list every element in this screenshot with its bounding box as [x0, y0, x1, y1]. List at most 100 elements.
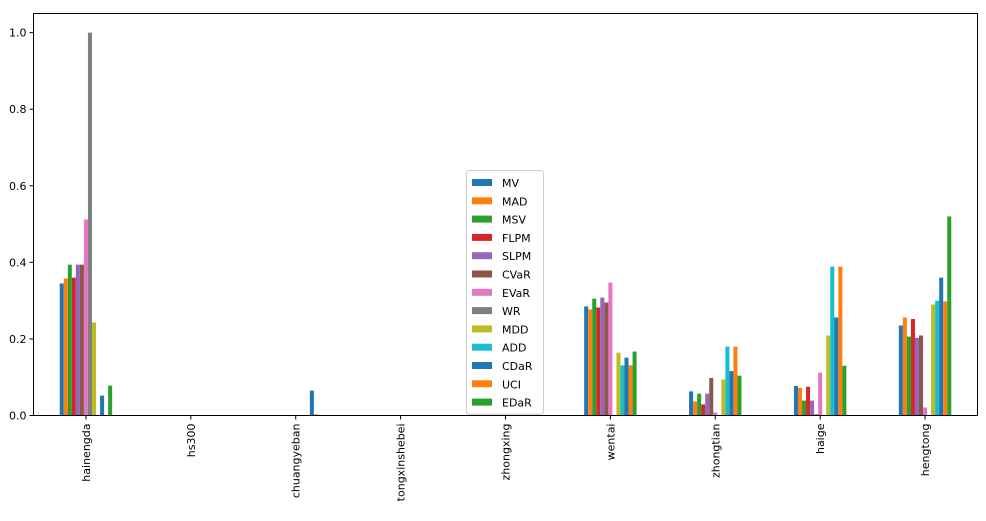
bar-uci-haige: [838, 266, 843, 416]
legend-label: CVaR: [502, 269, 531, 282]
bar-flpm-haige: [806, 386, 811, 416]
legend-swatch: [472, 233, 492, 241]
legend-swatch: [472, 325, 492, 333]
bar-msv-zhongtian: [697, 393, 702, 416]
bar-evar-hainengda: [83, 219, 88, 416]
x-tick-label: zhongxing: [500, 424, 513, 481]
bar-cvar-hainengda: [79, 264, 84, 416]
bar-flpm-wentai: [596, 307, 601, 416]
legend-label: SLPM: [502, 250, 531, 263]
bar-mv-hainengda: [59, 283, 64, 416]
bar-mdd-hengtong: [931, 304, 936, 416]
bar-slpm-wentai: [600, 297, 605, 416]
bar-add-hengtong: [935, 300, 940, 416]
legend-swatch: [472, 398, 492, 406]
legend-label: EDaR: [502, 397, 532, 410]
bar-evar-hengtong: [923, 407, 928, 416]
bar-edar-hainengda: [108, 385, 113, 416]
x-tick-label: tongxinshebei: [395, 424, 408, 502]
bar-add-zhongtian: [725, 346, 730, 416]
x-tick-label: hainengda: [80, 424, 93, 482]
bar-edar-hengtong: [947, 216, 952, 416]
y-tick-label: 0.6: [9, 180, 27, 193]
legend-swatch: [472, 380, 492, 388]
bar-cvar-haige: [814, 414, 819, 416]
bar-uci-zhongtian: [733, 346, 738, 416]
bar-cvar-wentai: [604, 302, 609, 416]
legend-swatch: [472, 215, 492, 223]
bar-mdd-haige: [826, 335, 831, 416]
bar-flpm-hainengda: [71, 277, 76, 416]
legend-box: [466, 170, 544, 415]
bar-mad-zhongtian: [693, 401, 698, 416]
bar-edar-wentai: [632, 351, 637, 416]
bar-cdar-haige: [834, 317, 839, 416]
bar-uci-hengtong: [943, 301, 948, 416]
bar-evar-haige: [818, 372, 823, 416]
bar-mad-wentai: [588, 309, 593, 416]
bar-flpm-zhongtian: [701, 404, 706, 416]
legend-swatch: [472, 179, 492, 186]
x-tick-label: chuangyeban: [290, 423, 303, 498]
x-tick-label: hengtong: [919, 424, 932, 477]
bar-edar-zhongtian: [737, 375, 742, 416]
bar-add-haige: [830, 266, 835, 416]
y-tick-label: 0.4: [9, 256, 27, 269]
y-tick-label: 0.2: [9, 333, 27, 346]
bar-mad-hengtong: [902, 317, 907, 416]
legend-swatch: [472, 288, 492, 296]
bar-uci-wentai: [628, 365, 633, 416]
bar-wr-hainengda: [87, 32, 92, 416]
legend-label: ADD: [502, 342, 526, 355]
legend-label: UCI: [502, 378, 521, 391]
bar-mv-wentai: [584, 306, 589, 416]
bar-uci-chuangyeban: [313, 414, 318, 416]
legend-swatch: [472, 197, 492, 205]
y-axis: 0.0 0.2 0.4 0.6 0.8 1.0: [9, 27, 34, 423]
bar-cdar-hengtong: [939, 277, 944, 416]
legend-swatch: [472, 343, 492, 351]
bar-cdar-zhongtian: [729, 371, 734, 416]
legend-label: WR: [502, 305, 521, 318]
x-tick-label: zhongtian: [709, 423, 722, 478]
legend-label: EVaR: [502, 287, 530, 300]
bar-evar-zhongtian: [713, 412, 718, 416]
bar-mdd-wentai: [616, 352, 621, 416]
bar-slpm-haige: [810, 400, 815, 416]
bar-mad-haige: [797, 387, 803, 416]
bar-mv-zhongtian: [689, 391, 694, 416]
legend-label: MAD: [502, 195, 528, 208]
bar-msv-haige: [802, 400, 807, 416]
bar-cdar-chuangyeban: [309, 390, 314, 416]
bar-edar-haige: [842, 365, 847, 416]
legend-swatch: [472, 252, 492, 260]
bars: [59, 32, 952, 416]
bar-slpm-hengtong: [914, 337, 920, 416]
bar-cdar-wentai: [624, 357, 629, 416]
y-tick-label: 0.8: [9, 103, 27, 116]
bar-mv-hengtong: [898, 325, 903, 416]
legend-label: CDaR: [502, 360, 533, 373]
bar-mdd-zhongtian: [721, 379, 726, 416]
x-tick-label: wentai: [604, 424, 617, 461]
legend-swatch: [472, 307, 492, 315]
bar-msv-wentai: [592, 298, 597, 416]
x-tick-label: haige: [814, 423, 827, 454]
bar-add-wentai: [620, 365, 625, 416]
bar-flpm-hengtong: [910, 319, 915, 416]
x-axis: hainengda hs300 chuangyeban tongxinshebei zh…: [80, 415, 932, 502]
bar-mv-haige: [793, 386, 798, 416]
bar-slpm-zhongtian: [705, 393, 710, 416]
bar-msv-hainengda: [67, 264, 72, 416]
bar-cvar-hengtong: [919, 335, 924, 416]
legend-label: MSV: [502, 214, 526, 227]
y-tick-label: 1.0: [9, 27, 27, 40]
bar-mdd-hainengda: [91, 322, 97, 416]
legend-label: MDD: [502, 323, 528, 336]
bar-slpm-hainengda: [75, 264, 80, 416]
legend: MV MAD MSV FLPM SLPM CVaR EVaR WR MDD ADD CDaR UCI E…: [466, 170, 544, 415]
bar-msv-hengtong: [906, 336, 911, 416]
bar-mad-hainengda: [63, 278, 68, 416]
